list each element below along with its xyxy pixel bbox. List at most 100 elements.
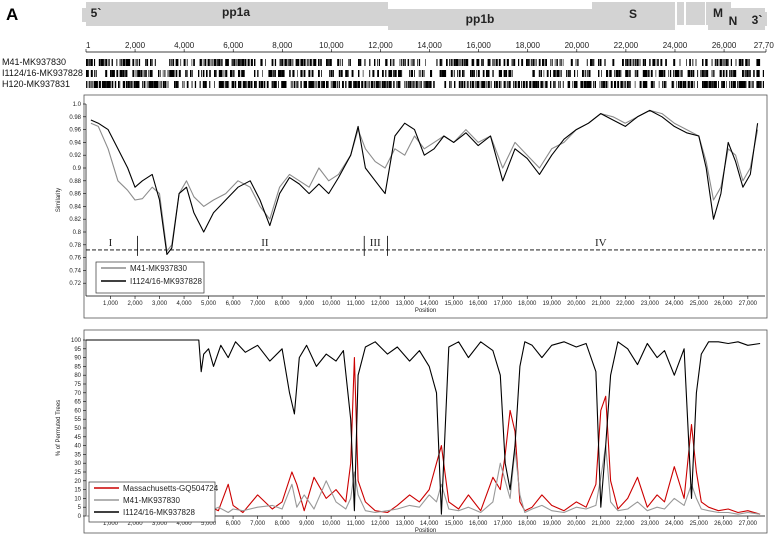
track-segment — [282, 81, 285, 88]
track-segment — [537, 81, 540, 88]
x-tick-label: 7,000 — [250, 521, 266, 527]
track-segment — [753, 70, 755, 77]
track-segment — [377, 59, 378, 66]
track-segment — [412, 70, 413, 77]
track-segment — [300, 81, 302, 88]
track-segment — [590, 59, 592, 66]
track-segment — [231, 59, 233, 66]
track-segment — [311, 81, 314, 88]
x-tick-label: 10,000 — [322, 301, 341, 307]
track-segment — [122, 59, 125, 66]
track-segment — [526, 59, 528, 66]
track-segment — [289, 59, 292, 66]
y-tick-label: 50 — [74, 426, 81, 432]
track-segment — [690, 81, 693, 88]
track-segment — [297, 81, 299, 88]
track-segment — [362, 70, 364, 77]
track-segment — [287, 59, 289, 66]
track-segment — [239, 59, 241, 66]
track-segment — [457, 70, 458, 77]
track-segment — [412, 81, 414, 88]
track-segment — [682, 81, 685, 88]
track-segment — [612, 59, 615, 66]
track-segment — [553, 70, 556, 77]
track-segment — [495, 81, 498, 88]
track-segment — [673, 70, 675, 77]
track-segment — [218, 81, 221, 88]
track-segment — [126, 70, 128, 77]
track-segment — [94, 81, 97, 88]
track-segment — [662, 81, 663, 88]
track-segment — [255, 81, 257, 88]
legend-label: I1124/16-MK937828 — [130, 277, 202, 286]
track-segment — [734, 70, 737, 77]
track-segment — [209, 70, 211, 77]
track-segment — [273, 70, 275, 77]
track-segment — [601, 70, 602, 77]
track-segment — [476, 70, 478, 77]
y-tick-label: 85 — [74, 364, 81, 370]
track-segment — [681, 81, 683, 88]
track-segment — [327, 81, 329, 88]
track-segment — [414, 81, 415, 88]
track-segment — [625, 81, 626, 88]
track-segment — [692, 81, 694, 88]
track-segment — [743, 70, 745, 77]
track-segment — [494, 59, 495, 66]
track-segment — [185, 70, 187, 77]
x-tick-label: 23,000 — [641, 301, 660, 307]
track-segment — [463, 81, 466, 88]
y-axis-label: Similarity — [56, 188, 62, 212]
x-tick-label: 1,000 — [103, 521, 119, 527]
y-tick-label: 70 — [74, 391, 81, 397]
track-segment — [543, 59, 545, 66]
track-segment — [727, 59, 729, 66]
track-segment — [417, 59, 418, 66]
track-segment — [204, 81, 207, 88]
track-segment — [692, 70, 695, 77]
track-segment — [132, 70, 135, 77]
track-segment — [562, 59, 564, 66]
track-segment — [111, 59, 113, 66]
track-segment — [598, 70, 600, 77]
track-segment — [414, 70, 415, 77]
track-segment — [370, 81, 373, 88]
track-segment — [420, 81, 422, 88]
track-segment — [449, 81, 451, 88]
track-segment — [558, 70, 560, 77]
track-segment — [247, 59, 250, 66]
track-segment — [401, 59, 403, 66]
ruler-tick-label: 10,000 — [319, 41, 344, 50]
track-segment — [242, 81, 245, 88]
sequence-tracks: M41-MK937830I1124/16-MK937828H120-MK9378… — [2, 57, 764, 89]
track-segment — [353, 81, 355, 88]
track-segment — [236, 59, 238, 66]
track-segment — [716, 59, 719, 66]
track-segment — [90, 81, 92, 88]
track-segment — [705, 70, 707, 77]
track-segment — [138, 59, 141, 66]
gene-label: 3` — [752, 13, 763, 27]
track-segment — [471, 81, 474, 88]
track-segment — [350, 59, 351, 66]
track-segment — [498, 81, 500, 88]
track-segment — [369, 59, 371, 66]
track-segment — [305, 81, 307, 88]
track-segment — [105, 70, 108, 77]
track-segment — [668, 70, 670, 77]
track-segment — [601, 81, 603, 88]
track-segment — [308, 81, 311, 88]
track-segment — [494, 81, 496, 88]
track-segment — [535, 81, 538, 88]
track-segment — [628, 70, 630, 77]
track-segment — [145, 59, 147, 66]
track-segment — [233, 70, 235, 77]
track-segment — [151, 81, 153, 88]
track-segment — [719, 70, 722, 77]
track-segment — [625, 70, 627, 77]
track-segment — [511, 59, 513, 66]
y-tick-label: 25 — [74, 470, 81, 476]
track-segment — [706, 59, 708, 66]
x-tick-label: 18,000 — [518, 521, 537, 527]
track-segment — [577, 70, 578, 77]
